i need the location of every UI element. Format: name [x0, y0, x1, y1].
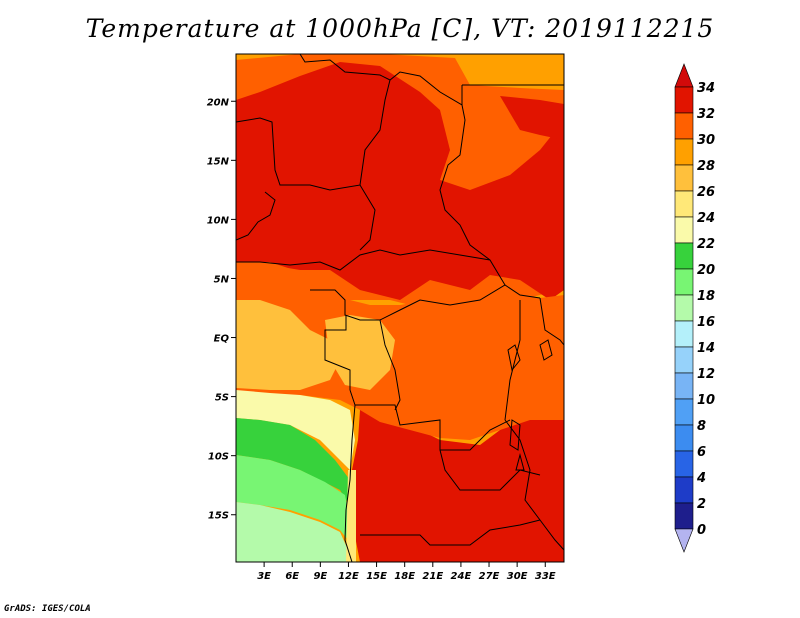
y-tick-label: 10S: [208, 452, 229, 463]
colorbar-segment: [674, 294, 694, 322]
y-tick-label: 5N: [214, 274, 230, 285]
colorbar-segment: [674, 424, 694, 452]
colorbar-segment: [674, 502, 694, 530]
y-tick-label: 5S: [215, 393, 229, 404]
colorbar-segment: [674, 476, 694, 504]
colorbar-label: 14: [697, 341, 715, 356]
colorbar-segment: [674, 398, 694, 426]
lake-outline: [515, 453, 525, 471]
x-tick-label: 30E: [507, 571, 528, 582]
y-tick-label: 10N: [207, 215, 230, 226]
colorbar-label: 30: [697, 133, 715, 148]
x-tick-label: 15E: [366, 571, 387, 582]
colorbar-segment: [674, 346, 694, 374]
temperature-band: [236, 262, 564, 440]
colorbar-segment: [674, 216, 694, 244]
colorbar-label: 32: [697, 107, 715, 122]
x-tick-label: 21E: [422, 571, 443, 582]
colorbar-segment: [674, 190, 694, 218]
colorbar-segment: [674, 268, 694, 296]
border-line: [539, 297, 564, 346]
colorbar-segment: [674, 86, 694, 114]
border-line: [359, 79, 391, 186]
colorbar-label: 8: [697, 419, 706, 434]
colorbar-bottom-arrow: [674, 528, 694, 553]
colorbar-label: 24: [697, 211, 715, 226]
colorbar-label: 16: [697, 315, 715, 330]
temperature-band: [236, 418, 352, 510]
x-tick-label: 18E: [394, 571, 415, 582]
colorbar-label: 2: [697, 497, 706, 512]
temperature-band: [236, 300, 340, 390]
colorbar-label: 4: [696, 471, 706, 486]
map-frame: [235, 53, 565, 563]
border-line: [504, 419, 564, 551]
country-borders: [236, 54, 564, 562]
y-tick-label: EQ: [214, 334, 230, 345]
colorbar-segment: [674, 320, 694, 348]
border-line: [344, 404, 356, 562]
x-tick-label: 24E: [451, 571, 472, 582]
temperature-band: [236, 62, 564, 300]
x-axis: 3E 6E 9E 12E 15E 18E 21E 24E 27E 30E 33E: [257, 562, 556, 582]
x-tick-label: 12E: [338, 571, 359, 582]
colorbar-label: 6: [697, 445, 706, 460]
colorbar-segment: [674, 242, 694, 270]
colorbar-label: 20: [697, 263, 715, 278]
x-tick-label: 33E: [535, 571, 556, 582]
x-tick-label: 6E: [285, 571, 299, 582]
x-tick-label: 9E: [313, 571, 327, 582]
colorbar-label: 18: [697, 289, 715, 304]
lake-outline: [509, 419, 521, 451]
x-tick-label: 27E: [479, 571, 500, 582]
border-line: [349, 389, 511, 451]
colorbar-label: 12: [697, 367, 715, 382]
colorbar-label: 34: [697, 81, 715, 96]
colorbar-segment: [674, 164, 694, 192]
colorbar-segment: [674, 112, 694, 140]
border-line: [324, 315, 351, 390]
border-line: [379, 319, 401, 411]
border-line: [236, 249, 491, 271]
temperature-band: [236, 390, 355, 470]
y-tick-label: 15N: [207, 156, 230, 167]
border-line: [360, 519, 541, 546]
colorbar-segment: [674, 138, 694, 166]
temperature-band: [325, 315, 395, 390]
footer-credit: GrADS: IGES/COLA: [4, 604, 91, 614]
border-line: [310, 284, 541, 321]
colorbar-label: 0: [697, 523, 706, 538]
temperature-band: [236, 455, 350, 540]
lake-outline: [507, 344, 521, 372]
colorbar-label: 28: [697, 159, 715, 174]
temperature-field: [236, 54, 564, 562]
x-tick-label: 3E: [257, 571, 271, 582]
border-line: [439, 449, 541, 491]
temperature-band: [500, 96, 564, 140]
colorbar-segment: [674, 450, 694, 478]
lake-outline: [539, 339, 553, 361]
colorbar-top-arrow: [674, 63, 694, 88]
y-tick-label: 15S: [208, 511, 229, 522]
y-axis: 20N 15N 10N 5N EQ 5S 10S 15S: [207, 97, 236, 522]
colorbar-label: 22: [697, 237, 715, 252]
chart-title: Temperature at 1000hPa [C], VT: 20191122…: [85, 14, 715, 43]
temperature-band: [236, 502, 350, 562]
border-line: [236, 191, 276, 241]
border-line: [236, 117, 376, 251]
colorbar-label: 10: [697, 393, 715, 408]
border-line: [504, 300, 521, 421]
y-tick-label: 20N: [207, 97, 230, 108]
colorbar-segment: [674, 372, 694, 400]
colorbar-label: 26: [697, 185, 715, 200]
